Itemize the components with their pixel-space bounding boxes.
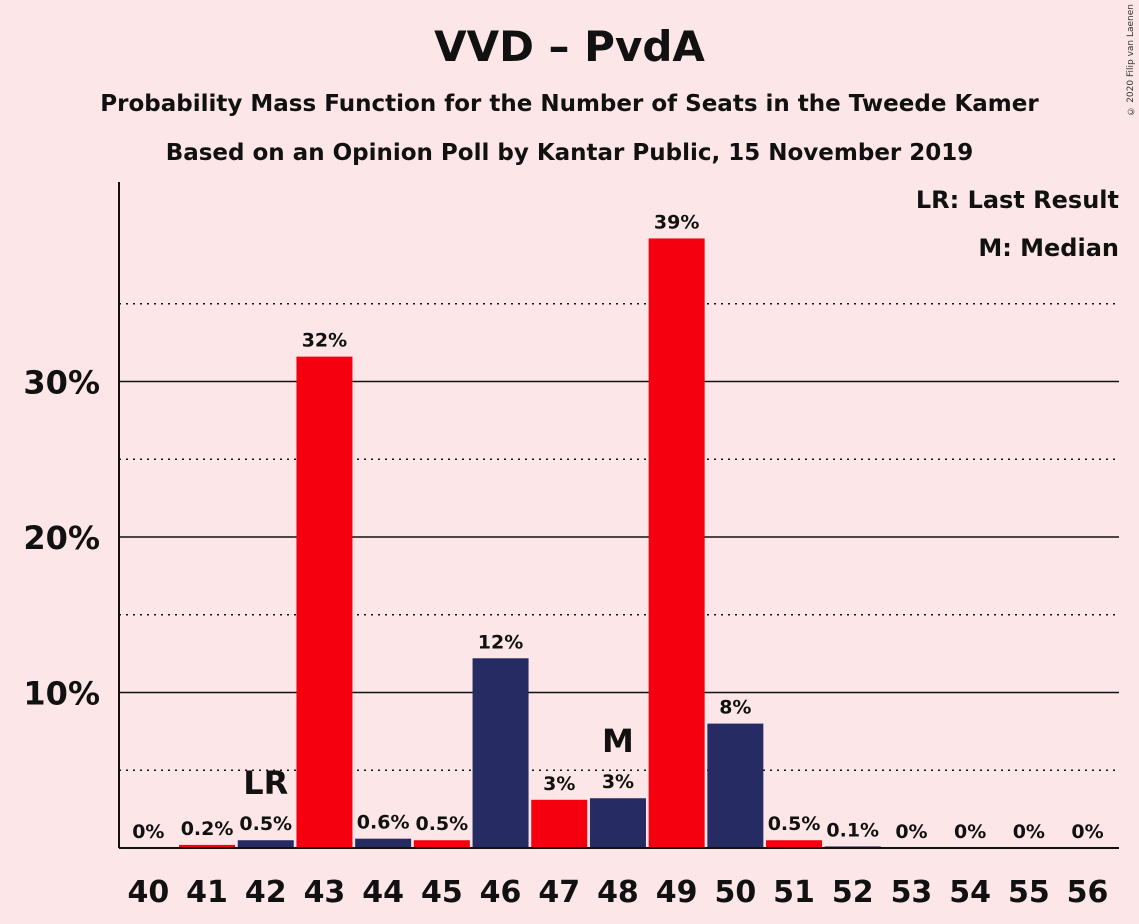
x-tick-label-40: 40 <box>127 875 169 910</box>
bar-47 <box>531 799 588 848</box>
data-label-53: 0% <box>895 821 927 843</box>
bar-46 <box>472 658 529 848</box>
x-tick-label-43: 43 <box>304 875 346 910</box>
data-label-42: 0.5% <box>239 813 292 835</box>
bar-51 <box>766 840 823 848</box>
data-label-47: 3% <box>543 773 575 795</box>
x-tick-label-52: 52 <box>832 875 874 910</box>
x-tick-label-53: 53 <box>891 875 933 910</box>
chart-title: VVD – PvdA <box>434 22 705 71</box>
data-label-52: 0.1% <box>826 819 879 841</box>
x-tick-label-44: 44 <box>362 875 404 910</box>
data-label-41: 0.2% <box>181 818 234 840</box>
bar-50 <box>707 723 764 848</box>
x-tick-label-55: 55 <box>1008 875 1050 910</box>
data-label-43: 32% <box>302 330 347 352</box>
bar-49 <box>648 238 705 848</box>
x-tick-label-47: 47 <box>538 875 580 910</box>
data-label-55: 0% <box>1013 821 1045 843</box>
x-tick-label-54: 54 <box>949 875 991 910</box>
x-tick-label-45: 45 <box>421 875 463 910</box>
bar-41 <box>179 844 236 848</box>
bar-42 <box>237 840 294 848</box>
x-tick-label-42: 42 <box>245 875 287 910</box>
data-label-40: 0% <box>132 821 164 843</box>
y-tick-label: 10% <box>23 675 100 713</box>
bar-44 <box>355 838 412 848</box>
x-tick-label-46: 46 <box>480 875 522 910</box>
data-label-56: 0% <box>1071 821 1103 843</box>
y-tick-label: 20% <box>23 519 100 557</box>
data-label-54: 0% <box>954 821 986 843</box>
legend-last-result: LR: Last Result <box>915 186 1119 214</box>
chart-subtitle-2: Based on an Opinion Poll by Kantar Publi… <box>165 140 974 166</box>
bar-43 <box>296 356 353 848</box>
x-tick-label-49: 49 <box>656 875 698 910</box>
chart-subtitle-1: Probability Mass Function for the Number… <box>100 91 1039 117</box>
y-tick-label: 30% <box>23 364 100 402</box>
legend-median: M: Median <box>978 234 1119 262</box>
x-tick-label-51: 51 <box>773 875 815 910</box>
data-label-49: 39% <box>654 211 699 233</box>
x-tick-label-50: 50 <box>714 875 756 910</box>
bar-45 <box>413 840 470 848</box>
marker-m: M <box>602 722 634 760</box>
data-label-50: 8% <box>719 697 751 719</box>
x-tick-label-56: 56 <box>1067 875 1109 910</box>
data-label-48: 3% <box>602 771 634 793</box>
x-tick-label-48: 48 <box>597 875 639 910</box>
marker-lr: LR <box>243 764 288 802</box>
data-label-46: 12% <box>478 631 523 653</box>
x-tick-label-41: 41 <box>186 875 228 910</box>
data-label-44: 0.6% <box>357 812 410 834</box>
data-label-45: 0.5% <box>415 813 468 835</box>
data-label-51: 0.5% <box>768 813 821 835</box>
bar-48 <box>589 798 646 848</box>
